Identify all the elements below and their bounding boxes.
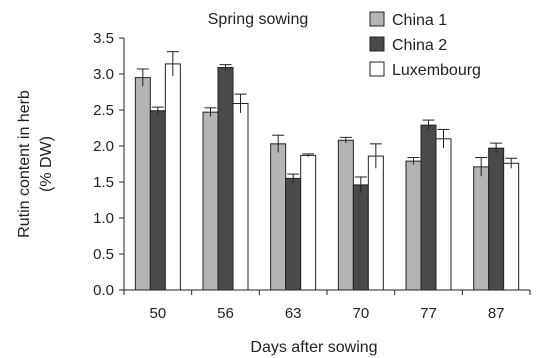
x-tick-label: 77 [420,305,437,322]
error-bars [136,51,518,193]
y-tick-label: 3.5 [93,30,114,47]
bar-china-2-70 [352,184,369,291]
error-bar [505,157,518,169]
error-bar [287,173,300,183]
legend-label: China 1 [392,12,447,29]
error-bar [437,128,450,149]
x-tick-label: 63 [285,305,302,322]
legend: China 1 China 2 Luxembourg [369,11,481,79]
bar-luxembourg-63 [300,154,317,291]
error-bar [339,136,352,144]
bar-luxembourg-56 [232,103,249,291]
y-axis-title: Rutin content in herb (% DW) [16,90,55,238]
error-bar [490,142,503,154]
chart-title: Spring sowing [208,11,309,28]
x-tick-label: 87 [488,305,505,322]
bar-china-1-56 [202,111,219,291]
y-axis-title-line: (% DW) [38,136,55,192]
error-bar [136,68,149,87]
x-axis-ticks: 50 56 63 70 77 87 [123,290,531,322]
x-tick-label: 50 [149,305,166,322]
bar-china-1-70 [337,139,354,291]
bar-china-1-50 [134,77,151,291]
y-tick-label: 3.0 [93,66,114,83]
bar-china-2-87 [488,147,505,291]
bar-luxembourg-50 [164,63,181,291]
x-axis-title: Days after sowing [250,339,377,356]
legend-swatch [369,11,385,27]
bar-china-1-77 [405,160,422,291]
bar-luxembourg-70 [367,155,384,291]
y-tick-label: 1.0 [93,210,114,227]
y-tick-label: 0.0 [93,282,114,299]
error-bar [475,157,488,177]
error-bar [151,106,164,115]
error-bar [234,93,247,113]
legend-label: China 2 [392,37,447,54]
bar-china-2-63 [285,177,302,291]
bar-china-1-63 [270,143,287,291]
bars [134,63,520,291]
legend-swatch [369,61,385,77]
y-axis-ticks: 0.0 0.5 1.0 1.5 2.0 2.5 3.0 3.5 [93,30,124,299]
error-bar [354,176,367,193]
x-tick-label: 56 [217,305,234,322]
error-bar [302,153,315,157]
bar-china-2-77 [420,124,437,291]
y-tick-label: 2.0 [93,138,114,155]
bar-china-1-87 [473,166,490,291]
error-bar [166,51,179,77]
bar-china-2-56 [217,67,234,291]
error-bar [369,143,382,169]
bar-china-2-50 [149,110,166,291]
y-tick-label: 2.5 [93,102,114,119]
bar-luxembourg-87 [503,162,520,291]
y-tick-label: 0.5 [93,246,114,263]
error-bar [204,107,217,117]
error-bar [272,134,285,153]
y-tick-label: 1.5 [93,174,114,191]
error-bar [422,119,435,131]
legend-label: Luxembourg [392,62,481,79]
error-bar [407,157,420,165]
error-bar [219,64,232,71]
x-tick-label: 70 [352,305,369,322]
bar-luxembourg-77 [435,138,452,291]
y-axis-title-line: Rutin content in herb [16,90,33,238]
legend-swatch [369,36,385,52]
